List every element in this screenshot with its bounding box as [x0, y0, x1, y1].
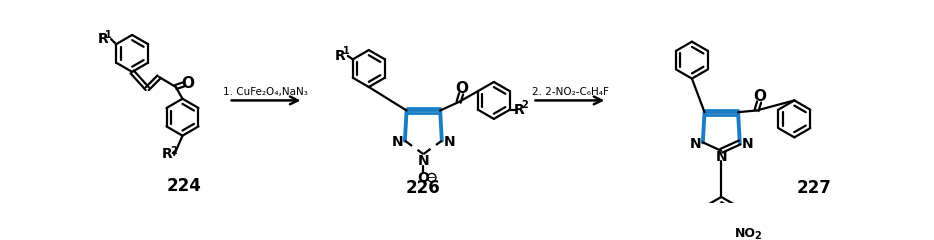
Text: 227: 227 — [796, 179, 831, 197]
Text: R: R — [98, 32, 109, 46]
Text: O: O — [456, 81, 469, 96]
Text: R: R — [514, 103, 525, 117]
Text: O: O — [754, 89, 767, 104]
Text: 1. CuFe₂O₄,NaN₃: 1. CuFe₂O₄,NaN₃ — [223, 87, 308, 97]
Text: 224: 224 — [167, 177, 202, 195]
Text: N: N — [444, 135, 455, 149]
Text: 226: 226 — [406, 179, 441, 197]
Text: NO: NO — [735, 227, 757, 240]
Text: N: N — [417, 154, 429, 168]
Text: O: O — [417, 171, 430, 185]
Text: 2: 2 — [170, 146, 177, 156]
Text: 2: 2 — [754, 231, 761, 240]
Text: N: N — [689, 137, 701, 151]
Text: 1: 1 — [106, 30, 112, 40]
Text: −: − — [428, 173, 436, 183]
Text: N: N — [391, 135, 403, 149]
Text: N: N — [715, 150, 727, 164]
Text: 1: 1 — [343, 46, 349, 56]
Text: N: N — [742, 137, 753, 151]
Text: 2. 2-NO₂-C₆H₄F: 2. 2-NO₂-C₆H₄F — [531, 87, 609, 97]
Text: R: R — [335, 49, 346, 63]
Text: R: R — [162, 147, 173, 161]
Text: 2: 2 — [521, 100, 529, 110]
Text: O: O — [181, 76, 194, 91]
